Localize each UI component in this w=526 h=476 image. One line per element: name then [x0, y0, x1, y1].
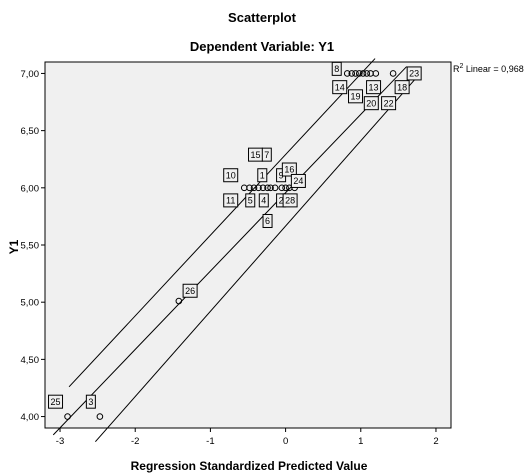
chart-subtitle: Dependent Variable: Y1 [190, 39, 334, 54]
confidence-line [68, 58, 376, 388]
point-label: 3 [88, 397, 93, 407]
point-label: 8 [334, 64, 339, 74]
scatter-point [267, 184, 274, 192]
confidence-line [94, 73, 421, 443]
x-axis-label: Regression Standardized Predicted Value [131, 459, 368, 473]
point-label: 13 [369, 82, 379, 92]
point-label-box [223, 193, 239, 208]
point-label: 26 [185, 286, 195, 296]
r2-prefix: R [453, 64, 460, 74]
point-label-box [381, 96, 397, 111]
point-label: 6 [265, 216, 270, 226]
point-label-box [366, 80, 382, 95]
point-label: 7 [264, 150, 269, 160]
r2-annotation: R2 Linear = 0,968 [453, 63, 524, 74]
y-tick-label: 4,50 [21, 355, 40, 366]
scatter-point [278, 184, 286, 192]
point-label-box [182, 283, 198, 298]
scatter-point [389, 70, 397, 77]
point-label: 11 [226, 196, 235, 206]
x-tick-label: 2 [433, 436, 438, 447]
point-label-box [394, 80, 410, 95]
point-label-box [406, 66, 422, 81]
scatter-point [363, 70, 371, 77]
point-label: 4 [261, 196, 266, 206]
point-label-box [332, 80, 348, 95]
chart-title: Scatterplot [228, 10, 297, 25]
y-axis-label: Y1 [7, 239, 21, 254]
point-label-box [282, 193, 298, 208]
confidence-lines [68, 58, 421, 443]
point-label-box [262, 213, 273, 228]
x-tick-label: -1 [206, 436, 214, 447]
x-tick-label: -2 [131, 436, 139, 447]
point-label: 16 [284, 165, 294, 175]
data-points [64, 70, 397, 420]
point-label-box [223, 168, 239, 183]
y-tick-label: 4,00 [21, 412, 40, 423]
regression-line [52, 66, 408, 436]
scatter-point [255, 184, 262, 192]
scatter-point [64, 413, 71, 420]
scatter-point [355, 70, 363, 77]
point-label-box [48, 394, 64, 409]
point-label-box [245, 193, 256, 208]
point-label: 24 [293, 176, 303, 186]
scatter-point [259, 184, 267, 192]
point-label: 23 [409, 69, 419, 79]
r2-superscript: 2 [460, 63, 464, 70]
y-tick-label: 5,00 [21, 298, 40, 309]
scatter-point [372, 70, 380, 77]
scatter-point [96, 413, 104, 420]
scatter-point [352, 70, 359, 77]
y-axis-ticks: 4,00 4,50 5,00 5,50 6,00 6,50 7,00 [21, 69, 45, 423]
point-label: 20 [366, 98, 376, 108]
point-label: 14 [335, 82, 345, 92]
r2-text: Linear = 0,968 [463, 64, 523, 74]
point-label-box [258, 193, 269, 208]
point-label: 9 [279, 170, 284, 180]
x-tick-label: -3 [56, 436, 64, 447]
point-label: 2 [279, 196, 284, 206]
scatter-point [359, 70, 367, 77]
scatter-point [264, 184, 271, 192]
point-label-box [85, 394, 96, 409]
y-tick-label: 5,50 [21, 241, 40, 252]
scatter-point [175, 297, 183, 305]
scatter-point [250, 184, 258, 192]
point-label-box [363, 96, 379, 111]
point-label-box [290, 173, 306, 188]
scatter-point [348, 70, 356, 77]
point-label: 19 [351, 92, 361, 102]
scatter-point [343, 70, 351, 77]
point-label-box [257, 168, 268, 183]
point-label-box [331, 61, 342, 76]
plot-area [44, 61, 452, 429]
scatter-point [246, 184, 253, 192]
point-label: 10 [226, 170, 236, 180]
point-label: 28 [285, 196, 295, 206]
point-label: 1 [260, 170, 265, 180]
y-tick-label: 6,00 [21, 183, 40, 194]
point-label: 22 [384, 98, 394, 108]
x-tick-label: 0 [283, 436, 288, 447]
x-axis-ticks: -3 -2 -1 0 1 2 [56, 428, 439, 447]
scatter-point [282, 184, 289, 192]
fit-line [52, 66, 408, 436]
point-label: 18 [397, 82, 407, 92]
y-tick-label: 6,50 [21, 126, 40, 137]
y-tick-label: 7,00 [21, 69, 40, 80]
point-label: 15 [251, 150, 261, 160]
point-label-box [261, 147, 272, 162]
point-label: 25 [51, 397, 61, 407]
x-tick-label: 1 [358, 436, 363, 447]
scatter-point [271, 184, 279, 192]
point-label-box [281, 162, 297, 177]
point-label-box [348, 89, 364, 104]
point-label: 5 [248, 196, 253, 206]
